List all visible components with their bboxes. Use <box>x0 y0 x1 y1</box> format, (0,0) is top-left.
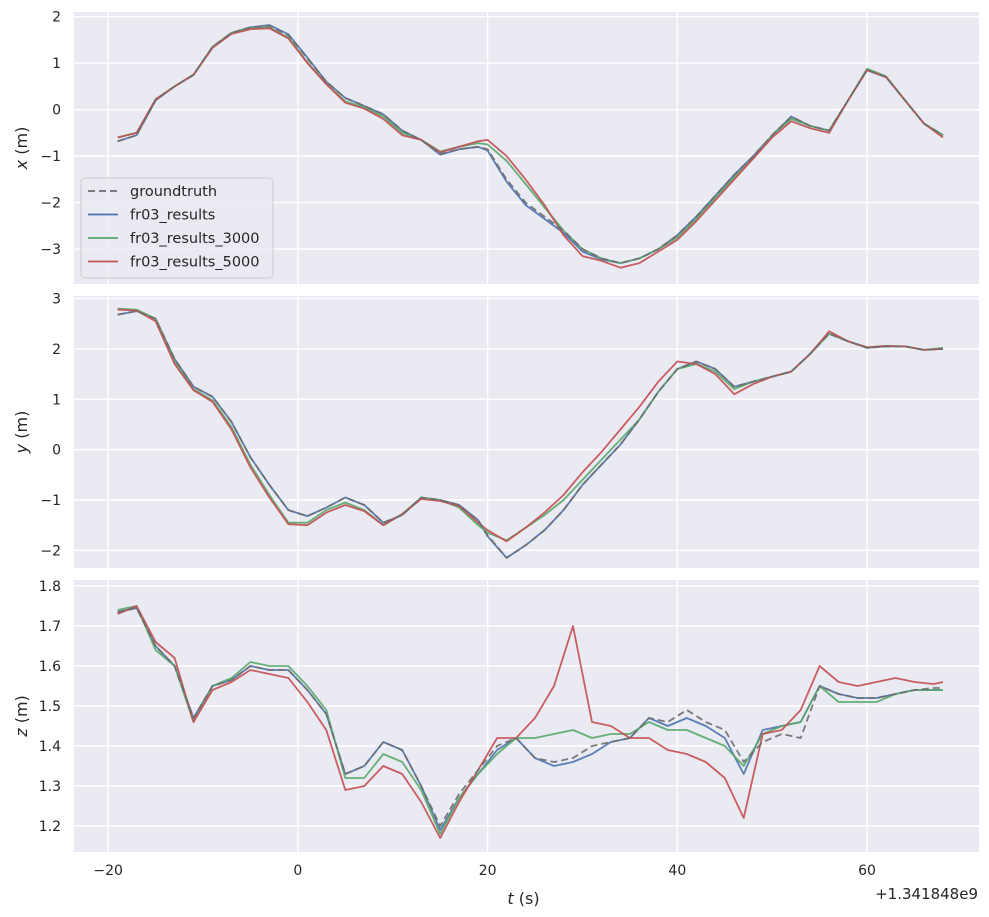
y-tick-label: −3 <box>40 242 61 258</box>
y-axis-label: x (m) <box>12 127 31 171</box>
legend-box <box>80 177 274 279</box>
y-axis-label-unit: (m) <box>12 411 31 444</box>
y-tick-label: 0 <box>52 443 61 459</box>
legend-label: fr03_results_5000 <box>130 255 260 271</box>
y-tick-label: 2 <box>52 342 61 358</box>
x-axis-label: t (s) <box>507 889 539 908</box>
y-tick-label: 1.7 <box>39 619 61 635</box>
x-axis-label-var: t <box>507 889 514 908</box>
y-axis-label: z (m) <box>12 695 31 738</box>
plot-background <box>74 580 979 852</box>
series-line-fr03_results_3000 <box>117 605 943 835</box>
y-tick-label: 1.8 <box>39 579 61 595</box>
series-line-fr03_results_5000 <box>117 27 944 269</box>
x-tick-label: −20 <box>93 863 123 879</box>
y-tick-label: 1.5 <box>39 699 61 715</box>
y-tick-label: 1.2 <box>39 819 61 835</box>
x-tick-label: 20 <box>479 863 497 879</box>
series-line-groundtruth <box>117 607 943 827</box>
plot-background <box>74 296 979 568</box>
y-tick-label: −2 <box>40 543 61 559</box>
y-axis-label-unit: (m) <box>12 127 31 160</box>
panel-x: −3 −2 −1 0 1 2 x (m) groundtruth fr03_results fr0… <box>12 10 979 284</box>
y-tick-label: 1.6 <box>39 659 61 675</box>
series-line-fr03_results_5000 <box>117 605 944 839</box>
x-offset-text: +1.341848e9 <box>875 885 978 903</box>
y-tick-label: −1 <box>40 493 61 509</box>
y-tick-label: 1 <box>52 56 61 72</box>
y-tick-label: 0 <box>52 103 61 119</box>
panel-y: −2 −1 0 1 2 3 y (m) <box>12 292 979 568</box>
legend-label: groundtruth <box>130 184 217 200</box>
y-tick-label: 1.3 <box>39 779 61 795</box>
y-tick-label: 1.4 <box>39 739 61 755</box>
x-tick-label: 0 <box>293 863 302 879</box>
y-axis-label-var: y <box>12 443 31 454</box>
y-axis-label-unit: (m) <box>12 695 31 728</box>
y-tick-label: −1 <box>40 149 61 165</box>
x-tick-label: 60 <box>858 863 876 879</box>
legend-label: fr03_results <box>130 208 215 224</box>
y-tick-label: 2 <box>52 10 61 26</box>
series-line-groundtruth <box>117 310 944 559</box>
y-tick-label: 1 <box>52 392 61 408</box>
y-axis-label-var: z <box>12 728 31 738</box>
panel-z: 1.2 1.3 1.4 1.5 1.6 1.7 1.8 z (m) <box>12 579 979 852</box>
y-tick-label: 3 <box>52 292 61 308</box>
y-axis-label: y (m) <box>12 411 31 455</box>
legend: groundtruth fr03_results fr03_results_3000… <box>80 177 274 279</box>
x-tick-label: 40 <box>668 863 686 879</box>
series-line-groundtruth <box>117 24 944 265</box>
x-axis-label-unit: (s) <box>514 889 540 908</box>
y-axis-label-var: x <box>12 159 31 170</box>
legend-label: fr03_results_3000 <box>130 231 260 247</box>
y-tick-label: −2 <box>40 196 61 212</box>
